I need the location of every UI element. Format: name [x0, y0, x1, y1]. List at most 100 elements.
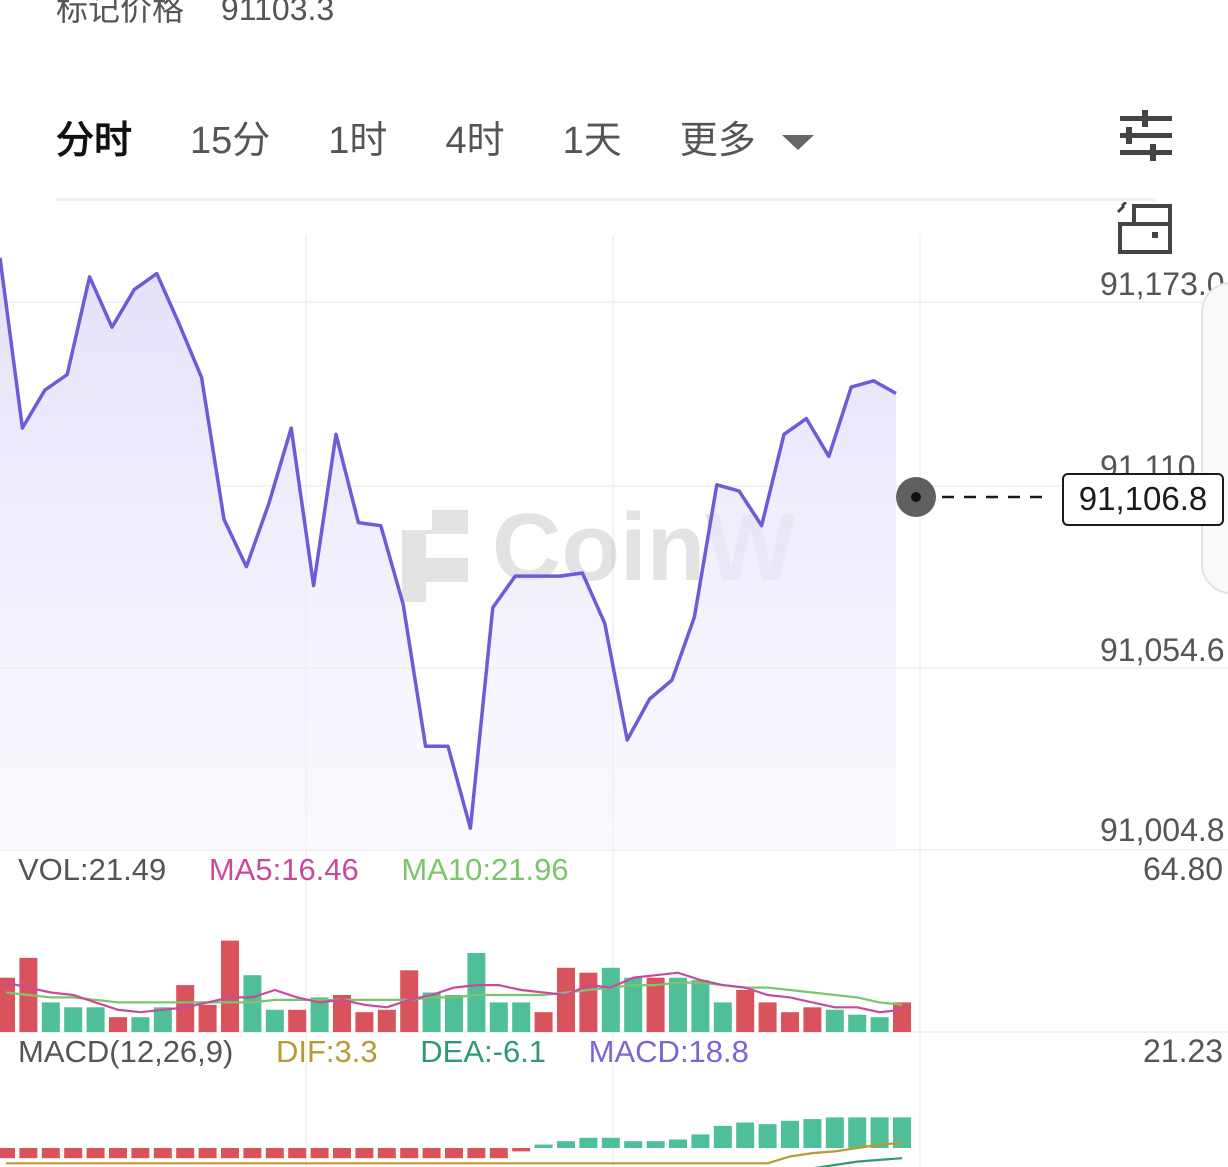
volume-bar — [736, 990, 755, 1032]
price-chart[interactable]: CoinW 91,173.0 91,110.7 91,054.6 91,004.… — [0, 200, 1228, 1167]
macd-bar — [310, 1148, 329, 1159]
volume-bar — [153, 1007, 172, 1032]
mark-price: 标记价格 91103.3 — [56, 0, 334, 30]
macd-bar — [198, 1148, 217, 1159]
volume-bar — [825, 1009, 844, 1032]
volume-bar — [131, 1017, 150, 1032]
volume-bar — [243, 975, 262, 1032]
macd-histogram — [0, 1117, 911, 1159]
interval-tabs: 分时 15分 1时 4时 1天 更多 — [56, 108, 872, 164]
macd-bar — [557, 1141, 575, 1148]
macd-bar — [355, 1148, 374, 1159]
macd-bar — [445, 1148, 463, 1159]
volume-bar — [198, 1004, 217, 1032]
sliders-icon[interactable] — [1116, 110, 1176, 166]
macd-bar — [803, 1119, 822, 1148]
macd-bar — [333, 1148, 351, 1159]
current-price-dot-core — [911, 492, 921, 502]
macd-bar — [109, 1148, 127, 1159]
volume-bar — [176, 985, 195, 1032]
volume-bar — [221, 940, 239, 1032]
price-area — [0, 257, 896, 850]
macd-bar — [400, 1148, 419, 1159]
macd-bar — [579, 1137, 598, 1148]
macd-indicator-row: MACD(12,26,9) DIF:3.3 DEA:-6.1 MACD:18.8 — [18, 1034, 783, 1070]
volume-bar — [646, 977, 665, 1032]
tab-timeshare[interactable]: 分时 — [56, 119, 133, 162]
tabs-divider — [56, 198, 1156, 201]
macd-bar — [86, 1148, 105, 1159]
macd-bar — [153, 1148, 172, 1159]
macd-bar — [288, 1148, 307, 1159]
volume-bar — [41, 1002, 60, 1032]
volume-bar — [803, 1007, 822, 1032]
volume-bars — [0, 940, 911, 1032]
volume-bar — [601, 967, 620, 1032]
price-axis-label: 91,173.0 — [1100, 266, 1225, 302]
macd-bar — [669, 1139, 687, 1148]
volume-bar — [669, 977, 687, 1032]
tab-more-label: 更多 — [679, 119, 756, 162]
volume-bar — [624, 977, 643, 1032]
macd-bar — [221, 1148, 239, 1159]
current-price-tag[interactable]: 91,106.8 — [1062, 473, 1224, 526]
macd-bar — [781, 1120, 799, 1148]
volume-bar — [893, 1002, 911, 1032]
volume-bar — [713, 1002, 732, 1032]
macd-bar — [646, 1141, 665, 1148]
volume-bar — [333, 995, 351, 1032]
tab-4hour[interactable]: 4时 — [445, 119, 505, 162]
macd-dif-value: DIF:3.3 — [275, 1034, 378, 1069]
macd-bar — [19, 1148, 38, 1159]
macd-bar — [0, 1148, 15, 1159]
macd-bar — [736, 1122, 755, 1148]
macd-value: MACD:18.8 — [588, 1034, 749, 1069]
volume-bar — [534, 1012, 553, 1032]
macd-axis-max: 21.23 — [1143, 1033, 1223, 1069]
side-panel-handle[interactable] — [1201, 282, 1228, 594]
vol-ma5-value: MA5:16.46 — [208, 852, 359, 887]
vol-ma10-value: MA10:21.96 — [401, 852, 569, 887]
macd-dea-value: DEA:-6.1 — [420, 1034, 547, 1069]
macd-bar — [131, 1148, 150, 1159]
macd-dif-line — [6, 1141, 903, 1165]
caret-down-icon — [781, 134, 814, 150]
volume-indicator-row: VOL:21.49 MA5:16.46 MA10:21.96 — [18, 852, 603, 888]
macd-bar — [512, 1148, 531, 1152]
macd-bar — [422, 1148, 441, 1159]
macd-bar — [534, 1144, 553, 1148]
volume-bar — [377, 1009, 396, 1032]
volume-bar — [557, 967, 575, 1032]
volume-bar — [64, 1007, 83, 1032]
macd-bar — [377, 1148, 396, 1159]
macd-bar — [758, 1124, 777, 1148]
volume-bar — [310, 997, 329, 1032]
tab-1day[interactable]: 1天 — [562, 119, 622, 162]
volume-bar — [512, 1002, 531, 1032]
macd-bar — [489, 1148, 508, 1159]
macd-bar — [870, 1117, 889, 1148]
volume-ma5-line — [5, 971, 903, 1014]
macd-bar — [848, 1117, 867, 1148]
macd-bar — [825, 1117, 844, 1148]
tab-more[interactable]: 更多 — [680, 109, 814, 164]
volume-bar — [691, 980, 710, 1032]
macd-bar — [243, 1148, 262, 1159]
macd-bar — [624, 1141, 643, 1148]
macd-bar — [64, 1148, 83, 1159]
tab-15min[interactable]: 15分 — [190, 119, 271, 162]
layout-toggle-icon[interactable] — [1116, 200, 1176, 258]
volume-bar — [86, 1007, 105, 1032]
volume-bar — [422, 992, 441, 1032]
tab-1hour[interactable]: 1时 — [328, 119, 388, 162]
vol-value: VOL:21.49 — [18, 852, 167, 887]
volume-bar — [400, 970, 419, 1032]
volume-bar — [758, 1002, 777, 1032]
macd-bar — [265, 1148, 284, 1159]
price-axis-label: 91,004.8 — [1100, 812, 1225, 848]
volume-bar — [288, 1009, 307, 1032]
macd-bar — [601, 1137, 620, 1148]
volume-axis-max: 64.80 — [1143, 851, 1223, 887]
mark-price-value: 91103.3 — [220, 0, 335, 27]
volume-bar — [870, 1017, 889, 1032]
